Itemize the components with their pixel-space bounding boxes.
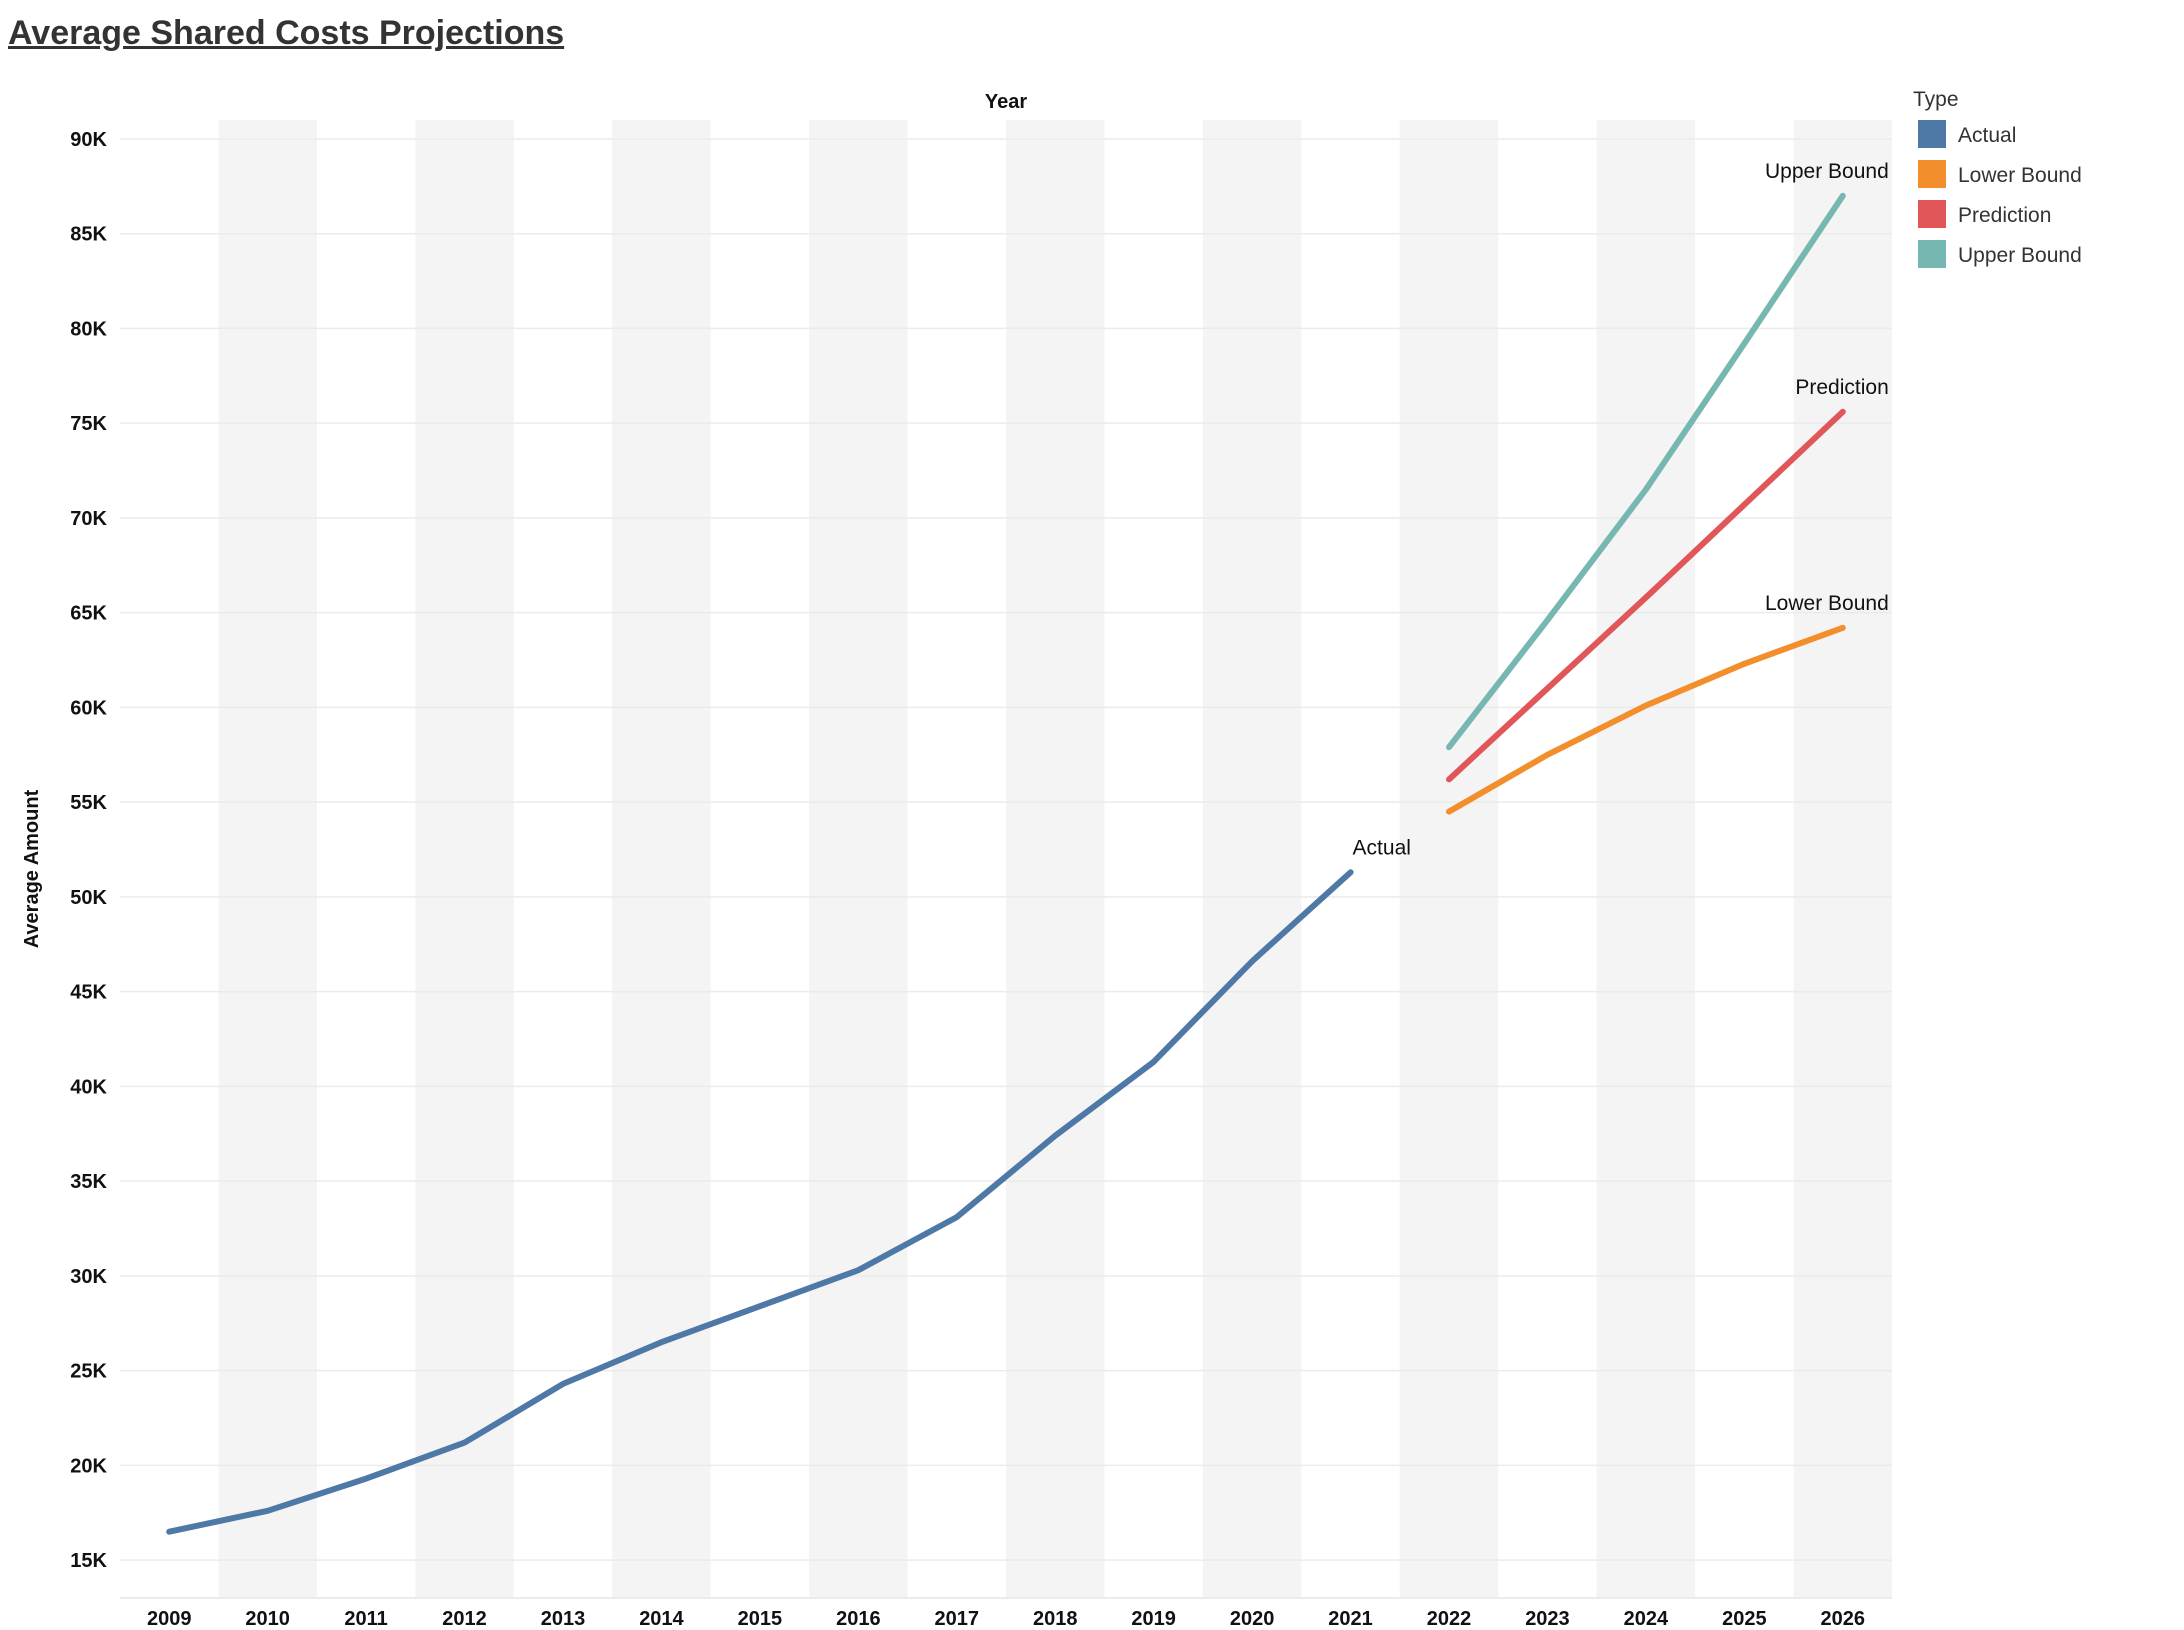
legend-swatch-prediction bbox=[1918, 200, 1946, 228]
x-tick-label: 2014 bbox=[639, 1608, 684, 1630]
y-tick-label: 65K bbox=[70, 603, 107, 625]
column-band bbox=[1006, 120, 1105, 1598]
y-tick-label: 40K bbox=[70, 1076, 107, 1098]
x-tick-label: 2009 bbox=[147, 1608, 192, 1630]
y-tick-label: 70K bbox=[70, 508, 107, 530]
y-tick-label: 45K bbox=[70, 982, 107, 1004]
y-tick-label: 80K bbox=[70, 318, 107, 340]
series-line-lower-bound bbox=[1446, 624, 1846, 815]
legend: Type Actual Lower Bound Prediction Upper Bo… bbox=[1913, 88, 2082, 268]
x-tick-label: 2010 bbox=[245, 1608, 290, 1630]
series-line-actual bbox=[166, 869, 1354, 1535]
x-tick-label: 2019 bbox=[1131, 1608, 1176, 1630]
x-tick-label: 2017 bbox=[935, 1608, 980, 1630]
series-label-upper-bound: Upper Bound bbox=[1765, 160, 1889, 183]
y-axis-title: Average Amount bbox=[21, 789, 43, 948]
legend-swatch-upper-bound bbox=[1918, 240, 1946, 268]
y-tick-label: 85K bbox=[70, 224, 107, 246]
column-band bbox=[1793, 120, 1892, 1598]
column-bands bbox=[218, 120, 1892, 1598]
y-tick-label: 60K bbox=[70, 697, 107, 719]
column-band bbox=[1202, 120, 1302, 1598]
x-tick-label: 2015 bbox=[738, 1608, 783, 1630]
y-tick-labels: 15K 20K 25K 30K 35K 40K 45K 50K 55K 60K 65K 70K 75K 8… bbox=[70, 129, 107, 1572]
column-band bbox=[218, 120, 317, 1598]
y-tick-label: 15K bbox=[70, 1550, 107, 1572]
series-label-prediction: Prediction bbox=[1795, 376, 1888, 399]
legend-label-lower-bound: Lower Bound bbox=[1958, 164, 2082, 187]
x-tick-label: 2013 bbox=[541, 1608, 586, 1630]
y-tick-label: 50K bbox=[70, 887, 107, 909]
y-tick-label: 35K bbox=[70, 1171, 107, 1193]
x-tick-label: 2026 bbox=[1821, 1608, 1866, 1630]
x-tick-label: 2021 bbox=[1328, 1608, 1373, 1630]
series-lines bbox=[166, 192, 1846, 1535]
legend-label-upper-bound: Upper Bound bbox=[1958, 244, 2082, 267]
x-tick-label: 2018 bbox=[1033, 1608, 1078, 1630]
legend-swatch-actual bbox=[1918, 120, 1946, 148]
x-tick-label: 2025 bbox=[1722, 1608, 1767, 1630]
legend-label-prediction: Prediction bbox=[1958, 204, 2051, 227]
y-tick-label: 20K bbox=[70, 1455, 107, 1477]
x-tick-label: 2012 bbox=[442, 1608, 487, 1630]
y-tick-label: 75K bbox=[70, 413, 107, 435]
gridlines bbox=[120, 138, 1892, 1599]
x-tick-label: 2020 bbox=[1230, 1608, 1275, 1630]
legend-label-actual: Actual bbox=[1958, 124, 2016, 147]
x-axis-title: Year bbox=[985, 91, 1027, 113]
y-tick-label: 90K bbox=[70, 129, 107, 151]
series-line-prediction bbox=[1446, 408, 1846, 783]
series-label-lower-bound: Lower Bound bbox=[1765, 592, 1889, 615]
y-tick-label: 30K bbox=[70, 1266, 107, 1288]
x-tick-label: 2011 bbox=[344, 1608, 387, 1630]
legend-swatch-lower-bound bbox=[1918, 160, 1946, 188]
y-tick-label: 25K bbox=[70, 1361, 107, 1383]
x-tick-labels: 2009 2010 2011 2012 2013 2014 2015 2016 2017 2018… bbox=[147, 1608, 1865, 1630]
chart-title: Average Shared Costs Projections bbox=[8, 14, 565, 52]
column-band bbox=[1596, 120, 1696, 1598]
series-label-actual: Actual bbox=[1353, 836, 1411, 859]
legend-items: Actual Lower Bound Prediction Upper Bound bbox=[1918, 120, 2082, 268]
series-line-upper-bound bbox=[1446, 192, 1846, 751]
x-tick-label: 2016 bbox=[836, 1608, 881, 1630]
column-band bbox=[1399, 120, 1499, 1598]
y-tick-label: 55K bbox=[70, 792, 107, 814]
column-band bbox=[415, 120, 514, 1598]
column-band bbox=[809, 120, 908, 1598]
x-tick-label: 2022 bbox=[1427, 1608, 1472, 1630]
x-tick-label: 2024 bbox=[1624, 1608, 1669, 1630]
legend-title: Type bbox=[1913, 88, 1959, 111]
x-tick-label: 2023 bbox=[1525, 1608, 1570, 1630]
series-labels: Actual Lower Bound Prediction Upper Bound bbox=[1353, 160, 1889, 859]
column-band bbox=[612, 120, 711, 1598]
